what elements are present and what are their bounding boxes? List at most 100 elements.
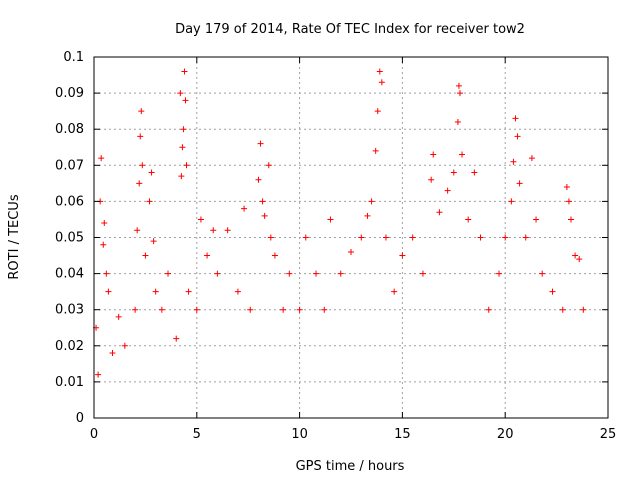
data-point (456, 90, 463, 97)
data-point (210, 227, 217, 234)
data-point (265, 162, 272, 169)
data-point (142, 252, 149, 259)
x-tick-label: 5 (193, 427, 201, 442)
data-point (271, 252, 278, 259)
data-point (137, 133, 144, 140)
data-point (372, 147, 379, 154)
data-point (368, 198, 375, 205)
data-point (514, 133, 521, 140)
data-point (302, 234, 309, 241)
data-point (259, 198, 266, 205)
x-tick-label: 15 (394, 427, 411, 442)
data-point (134, 227, 141, 234)
data-point (533, 216, 540, 223)
data-point (148, 169, 155, 176)
data-point (567, 216, 574, 223)
y-tick-label: 0.09 (55, 86, 84, 101)
data-point (146, 198, 153, 205)
data-point (103, 270, 110, 277)
data-point (296, 306, 303, 313)
data-point (419, 270, 426, 277)
data-point (563, 183, 570, 190)
data-point (428, 176, 435, 183)
data-point (580, 306, 587, 313)
data-point (382, 234, 389, 241)
data-point (465, 216, 472, 223)
y-tick-label: 0.05 (55, 231, 84, 246)
data-point (374, 108, 381, 115)
data-point (165, 270, 172, 277)
data-point (358, 234, 365, 241)
data-point (516, 180, 523, 187)
y-tick-label: 0.01 (55, 375, 84, 390)
data-point (522, 234, 529, 241)
data-point (95, 371, 102, 378)
data-point (138, 108, 145, 115)
y-tick-label: 0.08 (55, 122, 84, 137)
x-tick-label: 25 (600, 427, 617, 442)
data-point (477, 234, 484, 241)
y-tick-label: 0.06 (55, 194, 84, 209)
data-point (185, 288, 192, 295)
data-point (247, 306, 254, 313)
data-point (121, 342, 128, 349)
data-point (539, 270, 546, 277)
data-point (261, 212, 268, 219)
data-point (109, 350, 116, 357)
data-point (100, 241, 107, 248)
data-point (182, 97, 189, 104)
y-tick-label: 0.07 (55, 158, 84, 173)
data-point (559, 306, 566, 313)
data-point (132, 306, 139, 313)
data-point (98, 155, 105, 162)
y-axis-label: ROTI / TECUs (7, 194, 22, 279)
data-point (436, 209, 443, 216)
data-point (444, 187, 451, 194)
data-point (178, 173, 185, 180)
x-tick-label: 0 (90, 427, 98, 442)
data-point (181, 68, 188, 75)
data-point (286, 270, 293, 277)
data-point (337, 270, 344, 277)
data-point (173, 335, 180, 342)
data-point (471, 169, 478, 176)
data-point (150, 238, 157, 245)
data-point (409, 234, 416, 241)
data-point (193, 306, 200, 313)
data-point (576, 256, 583, 263)
data-point (183, 162, 190, 169)
data-point (224, 227, 231, 234)
data-point (180, 126, 187, 133)
x-tick-label: 20 (497, 427, 514, 442)
data-point (399, 252, 406, 259)
data-point (459, 151, 466, 158)
grid-lines (94, 57, 608, 418)
data-point (257, 140, 264, 147)
x-axis: 0 5 10 15 20 25 (90, 57, 616, 442)
data-point (280, 306, 287, 313)
data-point (572, 252, 579, 259)
data-point (485, 306, 492, 313)
data-point (234, 288, 241, 295)
data-point (327, 216, 334, 223)
data-point (454, 118, 461, 125)
data-point (101, 220, 108, 227)
data-point (512, 115, 519, 122)
scatter-points (93, 68, 587, 378)
data-point (313, 270, 320, 277)
y-axis: 0 0.01 0.02 0.03 0.04 0.05 0.06 0.07 0.08 0.09 0.1 (55, 50, 608, 426)
data-point (255, 176, 262, 183)
y-tick-label: 0.02 (55, 339, 84, 354)
data-point (241, 205, 248, 212)
data-point (565, 198, 572, 205)
data-point (391, 288, 398, 295)
x-axis-label: GPS time / hours (296, 459, 405, 474)
data-point (502, 234, 509, 241)
data-point (214, 270, 221, 277)
data-point (179, 144, 186, 151)
y-tick-label: 0.03 (55, 303, 84, 318)
data-point (508, 198, 515, 205)
chart-title: Day 179 of 2014, Rate Of TEC Index for r… (175, 22, 525, 37)
data-point (158, 306, 165, 313)
